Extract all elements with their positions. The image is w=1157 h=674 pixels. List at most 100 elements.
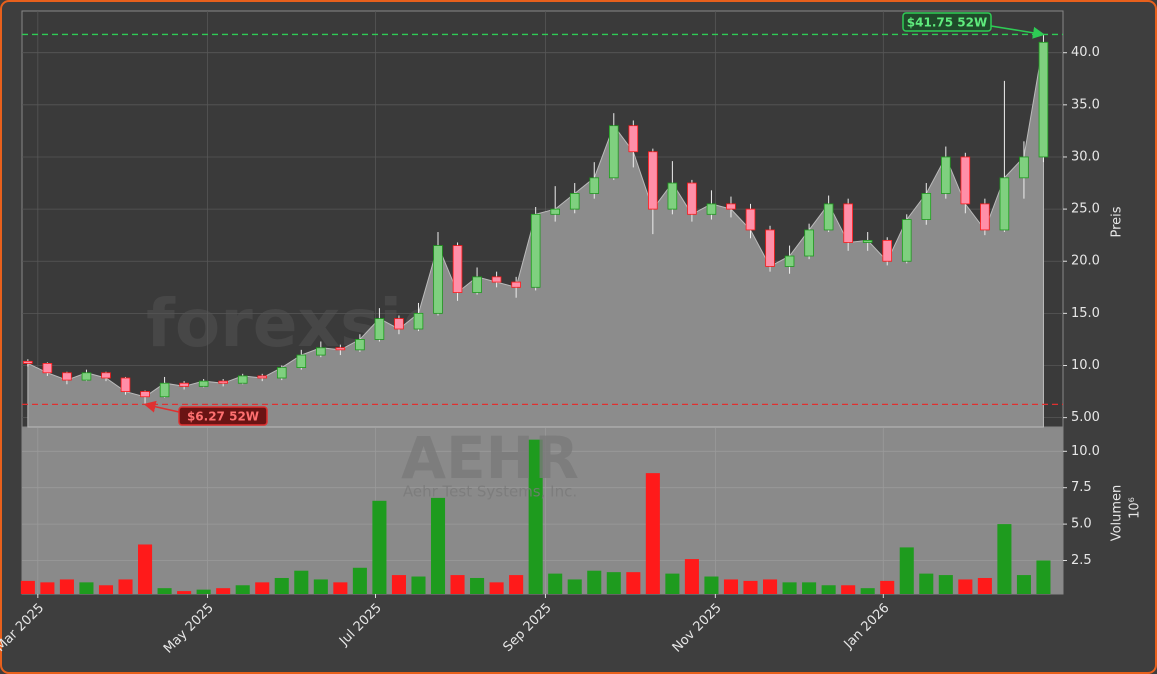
volume-bar (138, 544, 153, 594)
volume-bar (587, 570, 602, 594)
candle-body (980, 203, 990, 231)
candle-body (745, 208, 756, 231)
volume-bar (274, 577, 289, 594)
candle-body (62, 372, 72, 381)
volume-bar (1016, 575, 1031, 594)
volume-bar (860, 588, 875, 594)
y-axis-label: Volumen (1110, 485, 1125, 542)
volume-bar (880, 580, 895, 594)
candle-body (140, 391, 150, 398)
candle-body (843, 203, 853, 243)
candle-body (374, 318, 385, 340)
annotation-label: $41.75 52W (907, 16, 987, 30)
y-tick-label: 5.00 (1071, 410, 1100, 425)
candle-body (687, 182, 697, 215)
y-tick-label: 7.5 (1071, 480, 1092, 495)
volume-bar (196, 589, 211, 594)
candle-body (550, 208, 560, 215)
y-tick-label: 5.0 (1071, 517, 1092, 532)
candle-body (999, 177, 1010, 231)
volume-bar (938, 575, 953, 594)
candle-body (608, 125, 619, 179)
candle-body (667, 182, 678, 210)
volume-bar (157, 588, 172, 594)
candle-body (862, 239, 873, 243)
volume-bar (626, 572, 641, 594)
candle-body (726, 203, 736, 210)
candle-body (159, 382, 170, 398)
candle-body (120, 377, 131, 392)
volume-bar (977, 577, 992, 594)
y-tick-label: 25.0 (1071, 202, 1100, 217)
candle-body (1019, 156, 1029, 179)
candle-body (765, 229, 775, 267)
volume-bar (59, 579, 74, 594)
candle-body (101, 372, 111, 379)
volume-bar (548, 573, 563, 594)
volume-bar (450, 575, 465, 594)
candle-body (296, 354, 307, 368)
y-tick-label: 2.5 (1071, 553, 1092, 568)
candle-body (530, 213, 541, 288)
candle-body (511, 281, 521, 288)
volume-bar (704, 576, 719, 594)
volume-bar (118, 579, 133, 594)
volume-bar (509, 575, 524, 594)
volume-bar (177, 591, 192, 594)
y-tick-label: 20.0 (1071, 254, 1100, 269)
symbol-watermark: AEHR (401, 424, 579, 492)
offset-label: 10⁶ (1128, 497, 1143, 519)
candle-body (335, 347, 346, 351)
volume-bar (79, 582, 94, 594)
volume-bar (411, 576, 426, 594)
candle-body (648, 151, 658, 210)
volume-bar (333, 582, 348, 594)
volume-bar (372, 500, 387, 594)
candle-body (1038, 41, 1049, 158)
candle-body (823, 203, 834, 231)
volume-bar (98, 585, 114, 594)
candle-body (804, 229, 814, 257)
volume-bar (40, 582, 55, 594)
volume-bar (899, 547, 914, 594)
y-tick-label: 40.0 (1071, 45, 1100, 60)
candle-body (589, 177, 600, 194)
volume-bar (802, 582, 817, 594)
volume-bar (1036, 560, 1051, 594)
annotation-label: $6.27 52W (187, 410, 259, 424)
candle-body (882, 239, 893, 262)
volume-bar (997, 524, 1012, 594)
y-tick-label: 30.0 (1071, 149, 1100, 164)
y-tick-label: 35.0 (1071, 97, 1100, 112)
candle-body (960, 156, 971, 205)
volume-bar (489, 582, 504, 594)
candle-body (42, 363, 53, 374)
candle-body (413, 312, 424, 330)
candle-body (23, 360, 33, 364)
candle-body (491, 276, 502, 283)
volume-bar (841, 585, 856, 594)
y-tick-label: 15.0 (1071, 306, 1100, 321)
candle-body (394, 318, 404, 330)
volume-bar (528, 439, 543, 594)
volume-bar (430, 497, 446, 594)
candle-body (921, 193, 932, 220)
volume-bar (567, 579, 582, 594)
candle-body (433, 245, 443, 314)
candle-body (706, 203, 717, 215)
candle-body (237, 375, 248, 384)
y-tick-label: 10.0 (1071, 358, 1100, 373)
candle-body (218, 380, 228, 384)
candle-body (257, 375, 268, 379)
volume-bar (255, 582, 270, 594)
annotation-box (902, 12, 992, 32)
volume-bar (665, 573, 680, 594)
candle-body (784, 255, 795, 267)
volume-bar (606, 572, 621, 594)
volume-bar (313, 579, 328, 594)
y-tick-label: 10.0 (1071, 444, 1100, 459)
volume-bar (958, 579, 973, 594)
candle-body (81, 372, 92, 381)
volume-bar (352, 567, 367, 594)
